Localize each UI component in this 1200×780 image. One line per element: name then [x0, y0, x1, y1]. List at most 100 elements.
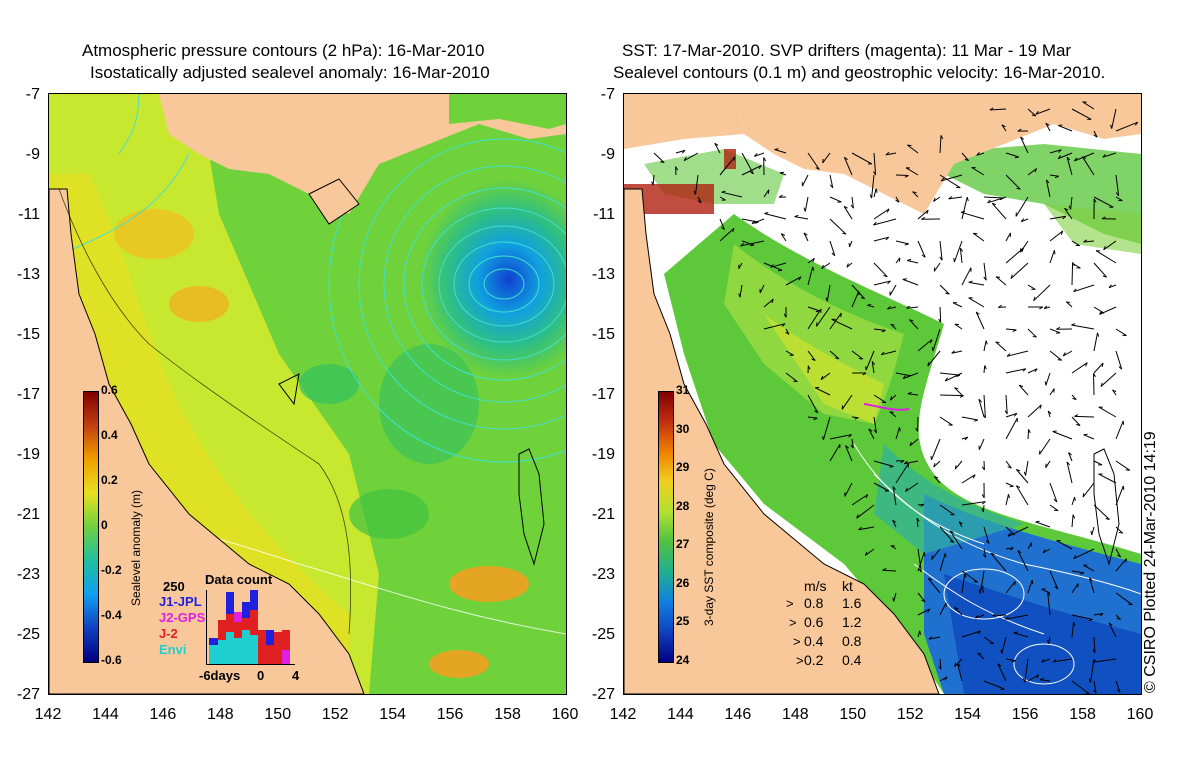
velocity-arrowhead	[660, 161, 665, 164]
velocity-arrowhead	[873, 221, 877, 226]
velocity-arrow	[933, 476, 941, 484]
velocity-arrowhead	[1052, 430, 1057, 432]
velocity-arrowhead	[1066, 461, 1071, 466]
velocity-arrowhead	[846, 263, 849, 268]
velocity-arrowhead	[933, 463, 936, 468]
velocity-arrow	[1093, 262, 1108, 278]
velocity-arrow	[871, 174, 875, 199]
velocity-arrowhead	[693, 190, 696, 195]
velocity-arrow	[1040, 679, 1051, 682]
velocity-arrow	[1099, 306, 1117, 315]
velocity-arrow	[741, 240, 755, 246]
velocity-arrowhead	[1082, 493, 1085, 498]
velocity-arrow	[763, 189, 770, 198]
velocity-arrowhead	[820, 375, 824, 380]
velocity-arrow	[774, 149, 787, 154]
velocity-arrow	[1083, 434, 1095, 440]
velocity-arrow	[957, 663, 963, 682]
velocity-arrow	[902, 278, 919, 286]
velocity-arrow	[961, 573, 966, 594]
velocity-arrow	[1049, 504, 1059, 512]
velocity-arrow	[1071, 680, 1090, 694]
velocity-arrowhead	[754, 153, 758, 157]
velocity-arrowhead	[1008, 494, 1010, 499]
colorbar-tick-label: -0.4	[101, 608, 122, 622]
y-tick-label: -19	[16, 446, 40, 463]
velocity-arrowhead	[1039, 404, 1042, 409]
data-count-max: 250	[163, 579, 185, 594]
velocity-arrowhead	[1014, 581, 1016, 586]
velocity-arrow	[865, 350, 875, 371]
velocity-arrow	[961, 570, 978, 583]
velocity-arrowhead	[872, 171, 877, 176]
velocity-arrow	[1052, 431, 1073, 440]
velocity-arrowhead	[1103, 245, 1106, 251]
velocity-arrowhead	[1054, 586, 1059, 590]
velocity-arrow	[779, 172, 787, 176]
velocity-arrow	[928, 636, 941, 640]
velocity-arrow	[1049, 350, 1063, 361]
velocity-arrowhead	[964, 436, 969, 441]
velocity-legend-arrow-icon: >	[786, 596, 794, 611]
velocity-arrow	[1102, 152, 1117, 158]
velocity-arrowhead	[1122, 485, 1125, 490]
velocity-arrow	[719, 156, 736, 176]
velocity-arrow	[1048, 636, 1051, 644]
x-tick-label: 142	[34, 706, 62, 723]
y-tick-label: -23	[591, 566, 615, 583]
velocity-arrow	[975, 614, 985, 619]
velocity-arrow	[906, 306, 919, 309]
velocity-arrowhead	[1023, 471, 1027, 476]
velocity-arrowhead	[944, 377, 949, 382]
velocity-arrowhead	[683, 157, 687, 161]
velocity-arrowhead	[720, 226, 725, 230]
velocity-arrow	[995, 341, 1007, 352]
velocity-arrowhead	[1016, 469, 1021, 472]
velocity-arrowhead	[1066, 156, 1071, 161]
velocity-arrowhead	[740, 242, 745, 247]
velocity-arrowhead	[834, 357, 840, 360]
velocity-arrowhead	[1013, 413, 1018, 417]
velocity-arrowhead	[840, 313, 842, 318]
velocity-arrow	[807, 257, 815, 264]
velocity-arrowhead	[978, 398, 983, 403]
y-tick-label: -15	[16, 326, 40, 343]
velocity-arrowhead	[912, 191, 917, 194]
x-tick-label: 156	[1011, 706, 1039, 723]
velocity-arrow	[1005, 328, 1017, 331]
velocity-arrow	[1093, 130, 1098, 138]
velocity-arrowhead	[906, 305, 911, 309]
velocity-arrow	[1005, 174, 1021, 190]
velocity-arrowhead	[980, 584, 985, 589]
velocity-arrowhead	[1045, 122, 1050, 126]
velocity-arrow	[794, 216, 809, 220]
velocity-arrow	[1093, 636, 1096, 653]
x-tick-label: 158	[1069, 706, 1096, 723]
velocity-arrow	[675, 149, 686, 154]
velocity-arrowhead	[777, 269, 783, 272]
x-tick-label: 152	[321, 706, 349, 723]
colorbar-tick-label: 0.6	[101, 383, 118, 397]
velocity-arrow	[1108, 284, 1117, 289]
velocity-arrowhead	[881, 329, 886, 333]
velocity-arrow	[807, 394, 819, 414]
velocity-arrowhead	[960, 211, 966, 213]
velocity-arrowhead	[1036, 674, 1040, 679]
velocity-arrow	[653, 152, 665, 163]
velocity-arrow	[895, 463, 909, 484]
velocity-arrowhead	[865, 494, 869, 499]
velocity-arrowhead	[938, 665, 942, 670]
velocity-arrowhead	[1085, 692, 1090, 694]
velocity-arrowhead	[1134, 121, 1139, 126]
velocity-arrow	[1071, 614, 1093, 620]
velocity-arrowhead	[918, 568, 922, 573]
velocity-arrow	[719, 218, 725, 230]
velocity-arrowhead	[964, 158, 969, 162]
velocity-arrowhead	[926, 209, 929, 215]
velocity-legend-arrow-icon: >	[789, 615, 797, 630]
velocity-arrow	[851, 291, 860, 308]
velocity-arrowhead	[927, 362, 930, 367]
velocity-arrow	[939, 135, 942, 154]
velocity-arrow	[917, 548, 922, 572]
velocity-arrow	[953, 240, 963, 263]
